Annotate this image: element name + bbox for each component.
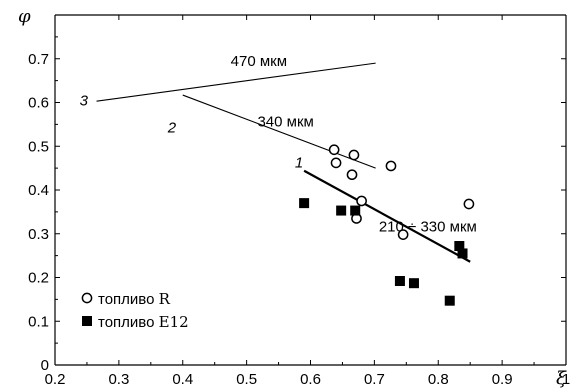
x-axis-title: ξ — [556, 368, 567, 389]
point-r-5 — [356, 195, 367, 207]
legend-open-circle-marker — [81, 292, 93, 304]
legend-label-e12: топливо E12 — [98, 313, 189, 331]
point-r-7 — [397, 229, 409, 240]
legend: топливо R топливо E12 — [81, 290, 189, 331]
x-tick-label-3: 0.5 — [236, 371, 257, 388]
point-e12-5 — [444, 295, 455, 306]
x-tick-label-0: 0.2 — [45, 371, 66, 388]
trend-line-number-1: 1 — [295, 154, 303, 171]
x-tick-label-7: 0.9 — [492, 371, 513, 388]
trend-line-annotation-2: 340 мкм — [257, 114, 313, 131]
point-r-4 — [385, 160, 397, 172]
y-tick-label-5: 0.5 — [28, 138, 49, 155]
point-e12-4 — [408, 278, 419, 289]
trend-line-2 — [182, 94, 376, 169]
point-r-8 — [463, 198, 475, 210]
legend-item-e12: топливо E12 — [82, 313, 189, 331]
legend-label-r: топливо R — [98, 290, 171, 308]
trend-line-3 — [96, 62, 376, 102]
point-e12-3 — [394, 276, 405, 286]
plot-area — [54, 14, 567, 366]
point-r-3 — [346, 169, 358, 181]
x-tick-label-8: 1 — [562, 371, 570, 388]
point-e12-2 — [350, 205, 361, 216]
trend-line-annotation-3: 470 мкм — [231, 53, 287, 70]
y-axis-ticks: 0 0.1 0.2 0.3 0.4 0.5 0.6 0.7 — [28, 36, 566, 374]
point-e12-0 — [299, 198, 310, 209]
trend-line-number-3: 3 — [80, 93, 89, 110]
trend-line-1 — [303, 169, 471, 263]
point-r-1 — [330, 157, 342, 169]
y-axis-title: φ — [18, 6, 31, 27]
y-tick-label-3: 0.3 — [28, 226, 49, 243]
trend-line-annotation-1: 210 ÷ 330 мкм — [379, 219, 477, 236]
x-tick-label-2: 0.4 — [172, 371, 193, 388]
x-tick-label-1: 0.3 — [108, 371, 129, 388]
legend-filled-square-marker — [82, 316, 92, 326]
data-points — [299, 144, 475, 306]
y-tick-label-7: 0.7 — [28, 51, 49, 68]
trend-line-number-2: 2 — [167, 119, 177, 136]
y-tick-label-6: 0.6 — [28, 95, 49, 112]
y-tick-label-2: 0.2 — [28, 270, 49, 287]
x-tick-label-4: 0.6 — [300, 371, 321, 388]
point-e12-1 — [336, 205, 347, 216]
x-tick-label-6: 0.8 — [428, 371, 449, 388]
x-tick-label-5: 0.7 — [364, 371, 385, 388]
point-e12-7 — [457, 248, 468, 259]
point-r-2 — [348, 149, 360, 161]
y-tick-label-4: 0.4 — [28, 182, 49, 199]
trend-lines: 1 210 ÷ 330 мкм 2 340 мкм 3 470 мкм — [80, 53, 477, 263]
y-tick-label-1: 0.1 — [28, 313, 49, 330]
legend-item-r: топливо R — [81, 290, 171, 308]
point-r-0 — [328, 144, 340, 156]
x-axis-ticks: 0.2 0.3 0.4 0.5 0.6 0.7 0.8 0.9 1 — [45, 15, 570, 388]
y-tick-label-0: 0 — [41, 357, 49, 374]
point-e12-6 — [454, 241, 465, 251]
